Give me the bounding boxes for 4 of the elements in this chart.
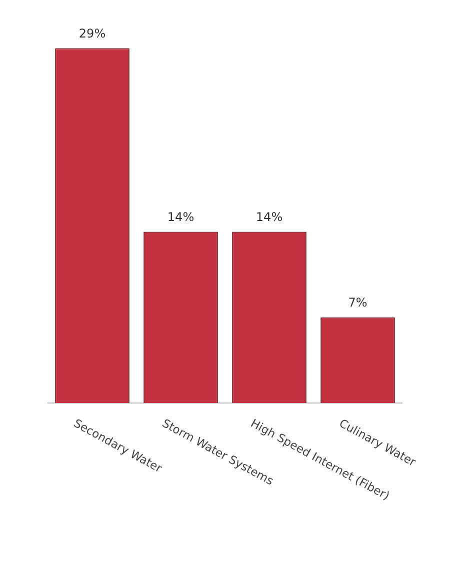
data-label: 7% <box>348 295 368 310</box>
data-label: 29% <box>78 26 106 40</box>
data-label: 14% <box>256 210 283 224</box>
data-label: 14% <box>167 210 194 224</box>
